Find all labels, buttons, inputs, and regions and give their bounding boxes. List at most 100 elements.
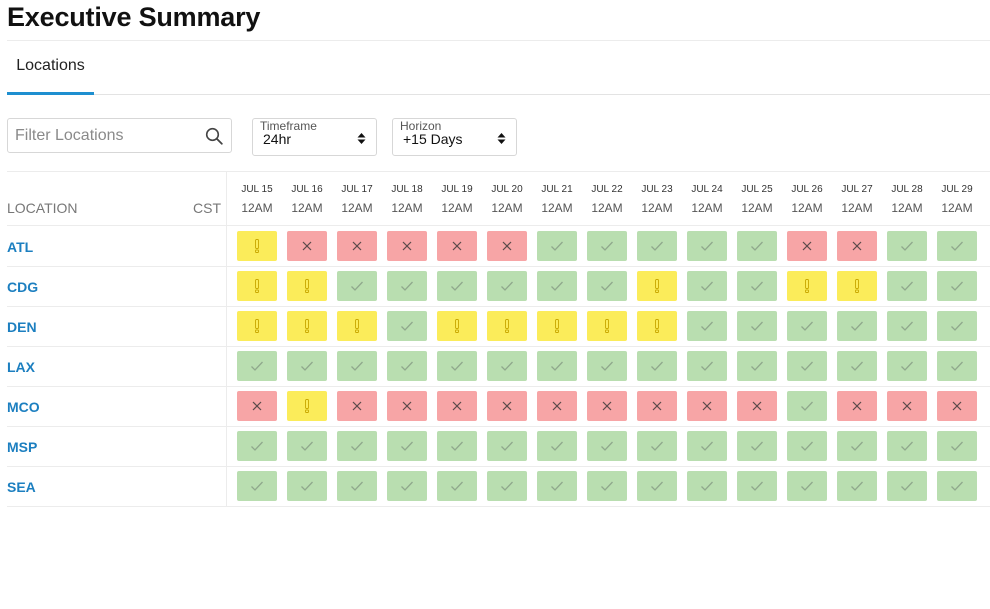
- status-cell[interactable]: [537, 391, 577, 421]
- status-cell[interactable]: [537, 311, 577, 341]
- status-cell[interactable]: [437, 231, 477, 261]
- status-cell[interactable]: [787, 231, 827, 261]
- status-cell[interactable]: [687, 471, 727, 501]
- location-link[interactable]: MCO: [7, 399, 40, 415]
- status-cell[interactable]: [687, 231, 727, 261]
- status-cell[interactable]: [287, 271, 327, 301]
- status-cell[interactable]: [687, 431, 727, 461]
- status-cell[interactable]: [737, 471, 777, 501]
- status-cell[interactable]: [237, 431, 277, 461]
- status-cell[interactable]: [837, 311, 877, 341]
- status-cell[interactable]: [387, 311, 427, 341]
- location-link[interactable]: LAX: [7, 359, 35, 375]
- status-cell[interactable]: [887, 391, 927, 421]
- status-cell[interactable]: [237, 311, 277, 341]
- status-cell[interactable]: [587, 431, 627, 461]
- status-cell[interactable]: [287, 471, 327, 501]
- status-cell[interactable]: [637, 391, 677, 421]
- status-cell[interactable]: [887, 271, 927, 301]
- status-cell[interactable]: [437, 351, 477, 381]
- filter-locations-input[interactable]: [8, 119, 198, 152]
- status-cell[interactable]: [337, 231, 377, 261]
- status-cell[interactable]: [687, 271, 727, 301]
- status-cell[interactable]: [487, 311, 527, 341]
- status-cell[interactable]: [537, 231, 577, 261]
- status-cell[interactable]: [487, 231, 527, 261]
- status-cell[interactable]: [437, 311, 477, 341]
- status-cell[interactable]: [737, 351, 777, 381]
- status-cell[interactable]: [587, 351, 627, 381]
- status-cell[interactable]: [687, 391, 727, 421]
- status-cell[interactable]: [587, 231, 627, 261]
- status-cell[interactable]: [237, 471, 277, 501]
- status-cell[interactable]: [737, 431, 777, 461]
- status-cell[interactable]: [337, 391, 377, 421]
- status-cell[interactable]: [887, 431, 927, 461]
- status-cell[interactable]: [587, 471, 627, 501]
- status-cell[interactable]: [937, 351, 977, 381]
- status-cell[interactable]: [837, 471, 877, 501]
- status-cell[interactable]: [337, 351, 377, 381]
- status-cell[interactable]: [837, 431, 877, 461]
- status-cell[interactable]: [537, 271, 577, 301]
- status-cell[interactable]: [937, 271, 977, 301]
- status-cell[interactable]: [237, 391, 277, 421]
- status-cell[interactable]: [787, 311, 827, 341]
- status-cell[interactable]: [537, 471, 577, 501]
- status-cell[interactable]: [937, 391, 977, 421]
- status-cell[interactable]: [687, 351, 727, 381]
- status-cell[interactable]: [237, 351, 277, 381]
- status-cell[interactable]: [287, 391, 327, 421]
- status-cell[interactable]: [837, 391, 877, 421]
- status-cell[interactable]: [487, 351, 527, 381]
- status-cell[interactable]: [637, 311, 677, 341]
- status-cell[interactable]: [387, 351, 427, 381]
- status-cell[interactable]: [687, 311, 727, 341]
- status-cell[interactable]: [737, 271, 777, 301]
- status-cell[interactable]: [487, 391, 527, 421]
- status-cell[interactable]: [437, 271, 477, 301]
- status-cell[interactable]: [837, 271, 877, 301]
- status-cell[interactable]: [287, 431, 327, 461]
- status-cell[interactable]: [737, 391, 777, 421]
- status-cell[interactable]: [887, 351, 927, 381]
- status-cell[interactable]: [387, 431, 427, 461]
- status-cell[interactable]: [587, 271, 627, 301]
- status-cell[interactable]: [737, 231, 777, 261]
- status-cell[interactable]: [887, 471, 927, 501]
- status-cell[interactable]: [237, 271, 277, 301]
- status-cell[interactable]: [937, 471, 977, 501]
- timeframe-select[interactable]: Timeframe 24hr: [252, 118, 377, 156]
- status-cell[interactable]: [637, 431, 677, 461]
- status-cell[interactable]: [937, 431, 977, 461]
- status-cell[interactable]: [587, 391, 627, 421]
- status-cell[interactable]: [337, 311, 377, 341]
- status-cell[interactable]: [287, 311, 327, 341]
- status-cell[interactable]: [337, 431, 377, 461]
- status-cell[interactable]: [437, 391, 477, 421]
- status-cell[interactable]: [787, 271, 827, 301]
- status-cell[interactable]: [637, 471, 677, 501]
- status-cell[interactable]: [487, 271, 527, 301]
- status-cell[interactable]: [287, 351, 327, 381]
- status-cell[interactable]: [487, 431, 527, 461]
- status-cell[interactable]: [787, 391, 827, 421]
- location-link[interactable]: ATL: [7, 239, 34, 255]
- status-cell[interactable]: [887, 231, 927, 261]
- status-cell[interactable]: [537, 431, 577, 461]
- status-cell[interactable]: [387, 391, 427, 421]
- status-cell[interactable]: [937, 231, 977, 261]
- status-cell[interactable]: [237, 231, 277, 261]
- location-link[interactable]: CDG: [7, 279, 39, 295]
- status-cell[interactable]: [837, 351, 877, 381]
- status-cell[interactable]: [387, 271, 427, 301]
- status-cell[interactable]: [537, 351, 577, 381]
- status-cell[interactable]: [787, 471, 827, 501]
- location-link[interactable]: MSP: [7, 439, 38, 455]
- status-cell[interactable]: [787, 431, 827, 461]
- status-cell[interactable]: [437, 471, 477, 501]
- search-icon[interactable]: [205, 127, 223, 145]
- location-link[interactable]: DEN: [7, 319, 37, 335]
- status-cell[interactable]: [837, 231, 877, 261]
- status-cell[interactable]: [637, 351, 677, 381]
